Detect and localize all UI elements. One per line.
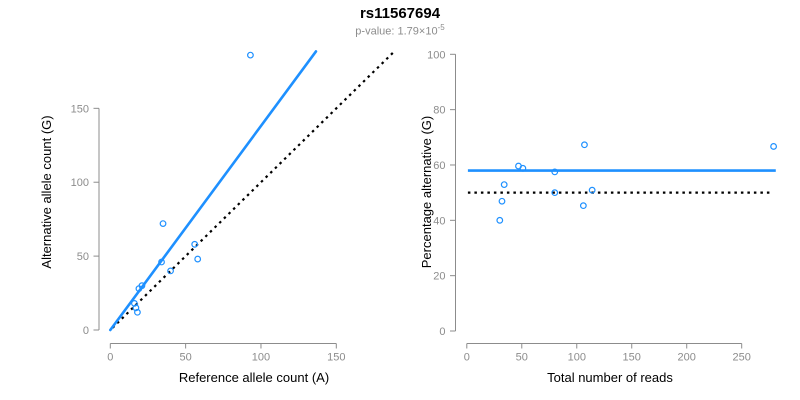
left-y-axis-label: Alternative allele count (G) bbox=[39, 115, 54, 268]
left-x-tick-label: 150 bbox=[327, 352, 345, 364]
plot-title: rs11567694 bbox=[359, 5, 441, 22]
right-data-point bbox=[551, 168, 559, 176]
left-data-point bbox=[167, 267, 174, 275]
left-y-tick-label: 0 bbox=[83, 325, 89, 337]
left-data-point bbox=[134, 308, 141, 316]
left-identity-dotted-line bbox=[111, 51, 395, 329]
right-y-tick-label: 80 bbox=[433, 105, 445, 117]
right-y-tick-label: 20 bbox=[433, 271, 445, 283]
right-y-tick-label: 0 bbox=[439, 326, 445, 338]
left-x-tick-label: 0 bbox=[107, 352, 113, 364]
right-y-tick-label: 100 bbox=[427, 49, 445, 61]
right-x-tick-label: 250 bbox=[733, 352, 751, 364]
p-value-exponent: -5 bbox=[437, 23, 445, 32]
left-y-tick-label: 50 bbox=[77, 251, 89, 263]
left-data-point bbox=[158, 258, 165, 266]
right-x-axis-label: Total number of reads bbox=[547, 370, 673, 385]
right-y-tick-label: 40 bbox=[433, 215, 445, 227]
p-value-text: p-value: 1.79×10 bbox=[355, 25, 438, 38]
left-data-point bbox=[191, 240, 199, 248]
left-x-tick-label: 100 bbox=[252, 352, 270, 364]
left-y-tick-label: 150 bbox=[71, 103, 89, 115]
right-x-tick-label: 50 bbox=[516, 352, 528, 364]
left-data-point bbox=[132, 304, 140, 312]
right-data-point bbox=[581, 141, 588, 149]
left-x-axis-label: Reference allele count (A) bbox=[179, 370, 329, 385]
right-x-tick-label: 200 bbox=[678, 352, 696, 364]
left-data-point bbox=[194, 255, 202, 263]
right-data-point bbox=[579, 202, 587, 210]
left-data-point bbox=[159, 220, 167, 227]
right-y-tick-label: 60 bbox=[433, 160, 445, 172]
right-data-point bbox=[519, 164, 527, 172]
right-x-tick-label: 0 bbox=[464, 352, 470, 364]
right-data-point bbox=[551, 189, 559, 197]
p-value-subtitle: p-value: 1.79×10-5 bbox=[0, 23, 800, 38]
right-data-point bbox=[588, 186, 596, 194]
left-x-tick-label: 50 bbox=[180, 352, 192, 364]
right-y-axis-label: Percentage alternative (G) bbox=[419, 116, 434, 268]
right-data-point bbox=[770, 143, 777, 150]
left-data-point bbox=[131, 299, 138, 307]
right-x-tick-label: 100 bbox=[568, 352, 586, 364]
right-data-point bbox=[500, 181, 508, 189]
right-data-point bbox=[496, 216, 504, 224]
right-x-tick-label: 150 bbox=[623, 352, 641, 364]
left-y-tick-label: 100 bbox=[71, 177, 89, 189]
left-data-point bbox=[138, 282, 146, 290]
right-data-point bbox=[498, 197, 506, 205]
left-data-point bbox=[247, 51, 254, 59]
